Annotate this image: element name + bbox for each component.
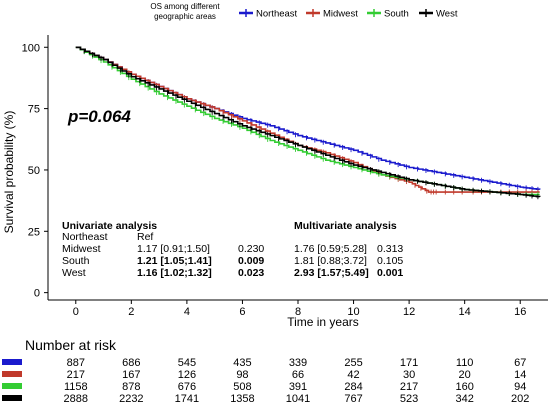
univariate-p: 0.230 [238, 243, 264, 255]
survival-curves [75, 46, 541, 200]
y-tick-label: 50 [28, 165, 40, 177]
y-tick-label: 100 [22, 42, 40, 54]
x-tick-label: 12 [403, 306, 415, 318]
legend-title-line1: OS among different [150, 2, 220, 11]
risk-value: 435 [233, 357, 251, 369]
risk-value: 1158 [64, 381, 88, 393]
legend-label: Midwest [323, 9, 358, 20]
multivariate-p: 0.001 [377, 267, 403, 279]
univariate-hr: 1.16 [1.02;1.32] [137, 267, 212, 279]
risk-value: 67 [514, 357, 526, 369]
series-line-west [75, 46, 541, 198]
x-tick-label: 6 [239, 306, 245, 318]
x-tick-label: 16 [514, 306, 526, 318]
multivariate-title: Multivariate analysis [294, 220, 397, 232]
multivariate-hr: 1.81 [0.88;3.72] [294, 255, 367, 267]
risk-value: 42 [347, 369, 359, 381]
x-tick-label: 2 [128, 306, 134, 318]
multivariate-p: 0.105 [377, 255, 403, 267]
p-value-text: p=0.064 [67, 107, 131, 126]
x-tick-label: 10 [347, 306, 359, 318]
legend-label: Northeast [256, 9, 298, 20]
x-axis-label: Time in years [287, 315, 359, 329]
y-axis-label: Survival probability (%) [2, 111, 16, 234]
analysis-row-label: West [62, 267, 86, 279]
risk-value: 342 [455, 393, 473, 405]
risk-value: 545 [178, 357, 196, 369]
risk-row-swatch [2, 371, 22, 377]
risk-value: 887 [67, 357, 85, 369]
legend-label: West [436, 9, 458, 20]
analysis-row-label: South [62, 255, 90, 267]
risk-value: 284 [344, 381, 362, 393]
risk-value: 767 [344, 393, 362, 405]
multivariate-p: 0.313 [377, 243, 403, 255]
risk-value: 126 [178, 369, 196, 381]
risk-value: 20 [459, 369, 471, 381]
risk-value: 167 [122, 369, 140, 381]
risk-value: 160 [455, 381, 473, 393]
legend-label: South [384, 9, 409, 20]
risk-value: 339 [289, 357, 307, 369]
risk-value: 508 [233, 381, 251, 393]
y-tick-label: 0 [34, 288, 40, 300]
risk-value: 217 [400, 381, 418, 393]
univariate-title: Univariate analysis [62, 220, 157, 232]
univariate-p: 0.023 [238, 267, 264, 279]
y-tick-label: 75 [28, 104, 40, 116]
risk-value: 1741 [175, 393, 199, 405]
series-line-south [75, 46, 540, 196]
risk-value: 391 [289, 381, 307, 393]
y-axis: 0 25 50 75 100 Survival probability (%) [2, 35, 49, 300]
risk-value: 255 [344, 357, 362, 369]
analysis-table: Univariate analysis Multivariate analysi… [62, 220, 403, 279]
risk-value: 523 [400, 393, 418, 405]
risk-value: 202 [511, 393, 529, 405]
risk-value: 2232 [119, 393, 143, 405]
risk-table-title: Number at risk [25, 337, 117, 353]
risk-row-swatch [2, 383, 22, 389]
x-tick-label: 0 [73, 306, 79, 318]
risk-value: 1041 [286, 393, 310, 405]
risk-row-swatch [2, 395, 22, 401]
univariate-hr: 1.21 [1.05;1.41] [137, 255, 212, 267]
risk-value: 878 [122, 381, 140, 393]
risk-value: 94 [514, 381, 526, 393]
p-value: p=0.064 [67, 107, 131, 126]
risk-value: 1358 [230, 393, 254, 405]
x-tick-label: 14 [459, 306, 471, 318]
risk-value: 686 [122, 357, 140, 369]
legend: OS among different geographic areas Nort… [150, 2, 457, 21]
risk-value: 14 [514, 369, 526, 381]
risk-value: 66 [292, 369, 304, 381]
univariate-hr: 1.17 [0.91;1.50] [137, 243, 210, 255]
risk-value: 30 [403, 369, 415, 381]
legend-title-line2: geographic areas [154, 12, 216, 21]
risk-value: 171 [400, 357, 418, 369]
multivariate-hr: 1.76 [0.59;5.28] [294, 243, 367, 255]
y-tick-label: 25 [28, 226, 40, 238]
multivariate-hr: 2.93 [1.57;5.49] [294, 267, 369, 279]
univariate-p: 0.009 [238, 255, 264, 267]
analysis-row-label: Midwest [62, 243, 101, 255]
risk-value: 2888 [64, 393, 88, 405]
risk-row-swatch [2, 359, 22, 365]
series-line-midwest [75, 46, 540, 193]
risk-value: 110 [456, 357, 474, 369]
risk-value: 676 [178, 381, 196, 393]
x-tick-label: 8 [295, 306, 301, 318]
risk-table: Number at risk 887 686 545 435 339 255 171 110 6… [2, 337, 529, 405]
risk-value: 98 [236, 369, 248, 381]
univariate-hr: Ref [137, 231, 153, 243]
analysis-row-label: Northeast [62, 231, 108, 243]
x-tick-label: 4 [184, 306, 190, 318]
x-axis: 0 2 4 6 8 10 12 14 16 Time in years [48, 299, 548, 329]
series-line-northeast [75, 46, 541, 190]
risk-value: 217 [67, 369, 85, 381]
